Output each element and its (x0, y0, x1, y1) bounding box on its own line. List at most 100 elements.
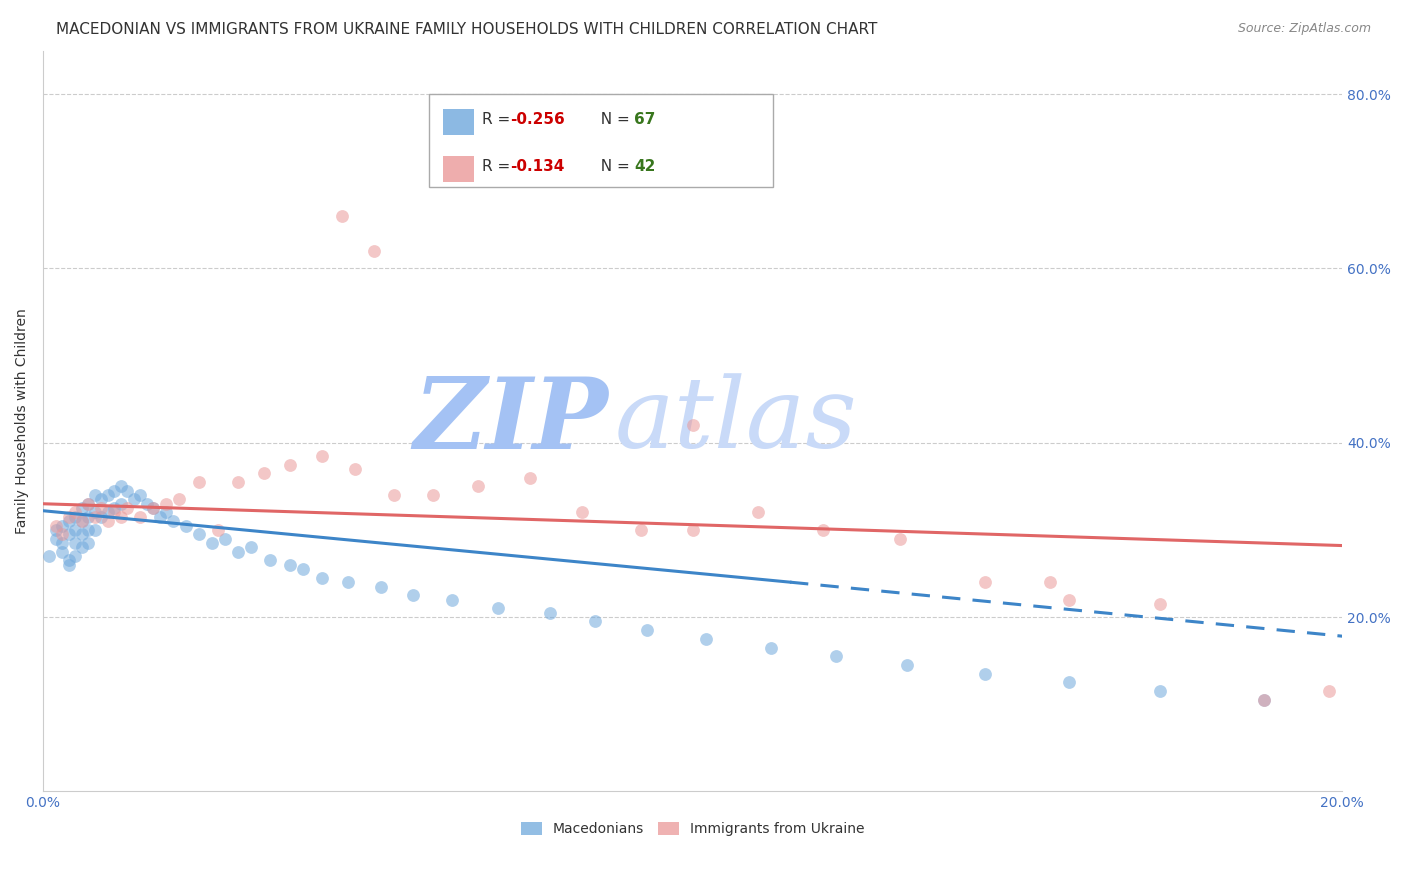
Point (1253, 693, 1275, 707)
Text: ZIP: ZIP (413, 373, 609, 469)
Point (122, 492, 145, 507)
Point (38, 549, 60, 563)
Point (65, 509, 87, 524)
Point (291, 562, 314, 576)
Point (45, 518, 67, 533)
Y-axis label: Family Households with Children: Family Households with Children (15, 308, 30, 533)
Point (117, 501, 139, 516)
Point (90, 501, 112, 516)
Text: 67: 67 (634, 112, 655, 127)
Point (1059, 675, 1081, 690)
Point (370, 580, 392, 594)
Point (90, 492, 112, 507)
Point (682, 523, 704, 537)
Point (337, 575, 360, 590)
Point (1059, 592, 1081, 607)
Text: R =: R = (482, 112, 516, 127)
Point (1039, 575, 1062, 590)
Point (58, 553, 80, 567)
Point (571, 506, 593, 520)
Text: MACEDONIAN VS IMMIGRANTS FROM UKRAINE FAMILY HOUSEHOLDS WITH CHILDREN CORRELATIO: MACEDONIAN VS IMMIGRANTS FROM UKRAINE FA… (56, 22, 877, 37)
Point (70, 527, 93, 541)
Point (77, 497, 100, 511)
Point (486, 601, 509, 615)
Point (974, 666, 997, 681)
Point (58, 558, 80, 572)
Point (51, 544, 73, 558)
Point (382, 488, 405, 502)
Point (630, 523, 652, 537)
Point (187, 475, 209, 489)
Point (103, 501, 125, 516)
Point (974, 575, 997, 590)
Point (162, 514, 184, 528)
Point (201, 536, 224, 550)
Text: N =: N = (591, 112, 634, 127)
Point (747, 506, 769, 520)
Point (174, 518, 197, 533)
Point (83, 509, 105, 524)
Point (583, 615, 606, 629)
Point (187, 527, 209, 541)
Point (695, 632, 717, 646)
Point (65, 536, 87, 550)
Point (1149, 597, 1171, 611)
Point (1149, 684, 1171, 698)
Point (77, 509, 100, 524)
Point (97, 514, 120, 528)
Point (811, 523, 834, 537)
Text: N =: N = (591, 159, 634, 174)
Point (77, 523, 100, 537)
Text: atlas: atlas (614, 374, 858, 468)
Point (77, 497, 100, 511)
Point (343, 462, 366, 476)
Text: R =: R = (482, 159, 516, 174)
Point (83, 523, 105, 537)
Point (97, 488, 120, 502)
Point (1253, 693, 1275, 707)
Point (90, 509, 112, 524)
Point (129, 509, 152, 524)
Point (441, 592, 464, 607)
Point (259, 553, 281, 567)
Text: 42: 42 (634, 159, 655, 174)
Point (117, 483, 139, 498)
Point (1317, 684, 1340, 698)
Point (467, 479, 489, 493)
Point (155, 497, 177, 511)
Point (83, 506, 105, 520)
Point (110, 509, 132, 524)
Point (896, 657, 918, 672)
Point (253, 467, 276, 481)
Point (65, 549, 87, 563)
Point (889, 532, 911, 546)
Point (214, 532, 236, 546)
Point (311, 571, 333, 585)
Point (402, 588, 425, 602)
Point (70, 514, 93, 528)
Point (97, 506, 120, 520)
Point (330, 209, 353, 223)
Text: Source: ZipAtlas.com: Source: ZipAtlas.com (1237, 22, 1371, 36)
Point (135, 497, 157, 511)
Point (363, 244, 385, 258)
Point (142, 501, 165, 516)
Point (142, 501, 165, 516)
Point (58, 527, 80, 541)
Point (65, 506, 87, 520)
Point (51, 518, 73, 533)
Point (58, 514, 80, 528)
Point (83, 488, 105, 502)
Point (51, 527, 73, 541)
Point (682, 418, 704, 433)
Point (45, 523, 67, 537)
Point (422, 488, 444, 502)
Point (110, 497, 132, 511)
Point (77, 536, 100, 550)
Point (538, 606, 561, 620)
Text: -0.256: -0.256 (510, 112, 565, 127)
Point (65, 523, 87, 537)
Point (311, 449, 333, 463)
Point (759, 640, 782, 655)
Point (103, 506, 125, 520)
